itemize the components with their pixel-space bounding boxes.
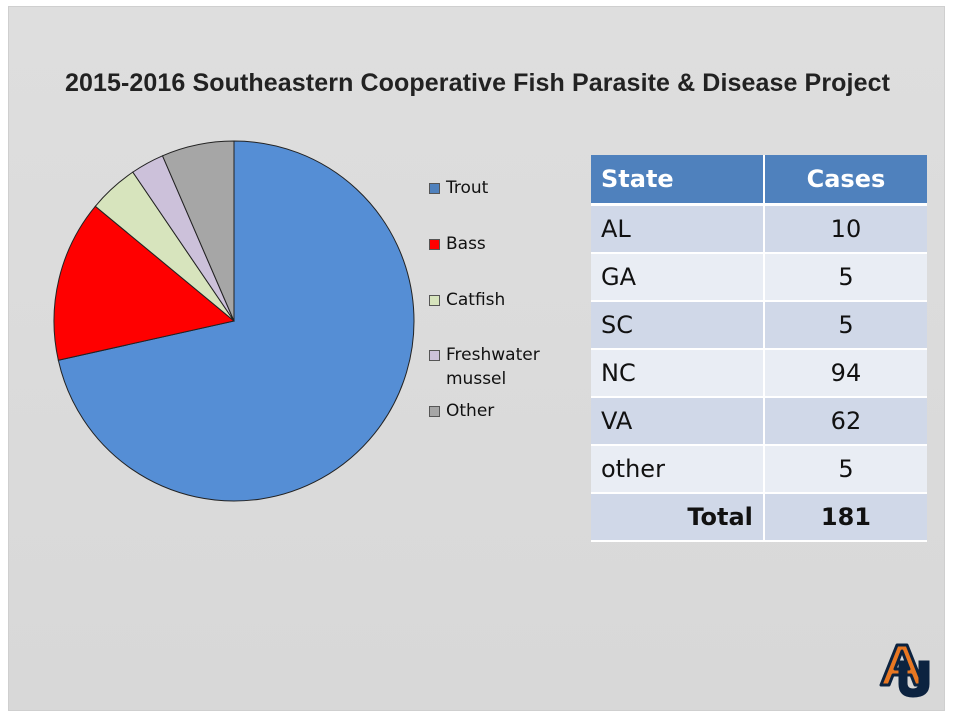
cases-cell: 5 — [763, 445, 927, 494]
state-cell: VA — [591, 397, 765, 446]
slide-title: 2015-2016 Southeastern Cooperative Fish … — [64, 69, 891, 97]
pie-slice-trout — [57, 140, 415, 502]
legend-swatch-other — [429, 406, 440, 417]
table-row: other 5 — [591, 445, 927, 494]
legend-item-freshwater-mussel: Freshwater mussel — [429, 345, 569, 391]
legend-label-bass: Bass — [446, 234, 486, 254]
table-total-row: Total 181 — [591, 493, 927, 542]
table-row: SC 5 — [591, 301, 927, 350]
table-row: GA 5 — [591, 253, 927, 302]
total-label: Total — [591, 493, 765, 542]
header-cases: Cases — [763, 155, 927, 206]
table-row: AL 10 — [591, 204, 927, 254]
cases-cell: 62 — [763, 397, 927, 446]
legend-label-other: Other — [446, 401, 495, 421]
legend-item-trout: Trout — [429, 178, 489, 200]
cases-cell: 10 — [763, 204, 927, 254]
pie-slice-other — [161, 140, 235, 322]
state-cell: NC — [591, 349, 765, 398]
state-cell: GA — [591, 253, 765, 302]
legend-swatch-catfish — [429, 295, 440, 306]
state-cell: SC — [591, 301, 765, 350]
legend-swatch-freshwater-mussel — [429, 350, 440, 361]
legend-label-trout: Trout — [446, 178, 489, 198]
legend-item-catfish: Catfish — [429, 290, 506, 312]
legend-item-bass: Bass — [429, 234, 486, 256]
slide: 2015-2016 Southeastern Cooperative Fish … — [8, 6, 945, 711]
cases-cell: 5 — [763, 301, 927, 350]
state-cell: AL — [591, 204, 765, 254]
legend-label-freshwater-mussel: Freshwater mussel — [446, 345, 540, 389]
header-state: State — [591, 155, 765, 206]
legend-label-catfish: Catfish — [446, 290, 506, 310]
pie-slice-bass — [53, 205, 236, 361]
state-cell: other — [591, 445, 765, 494]
auburn-au-logo-icon — [879, 643, 930, 698]
cases-table: State Cases AL 10 GA 5 SC 5 NC 94 VA — [591, 155, 927, 542]
legend-item-other: Other — [429, 401, 495, 423]
legend-swatch-trout — [429, 183, 440, 194]
table-row: VA 62 — [591, 397, 927, 446]
cases-cell: 94 — [763, 349, 927, 398]
table-header-row: State Cases — [591, 155, 927, 206]
legend-swatch-bass — [429, 239, 440, 250]
table-row: NC 94 — [591, 349, 927, 398]
total-value: 181 — [763, 493, 927, 542]
pie-chart — [53, 140, 415, 502]
cases-cell: 5 — [763, 253, 927, 302]
